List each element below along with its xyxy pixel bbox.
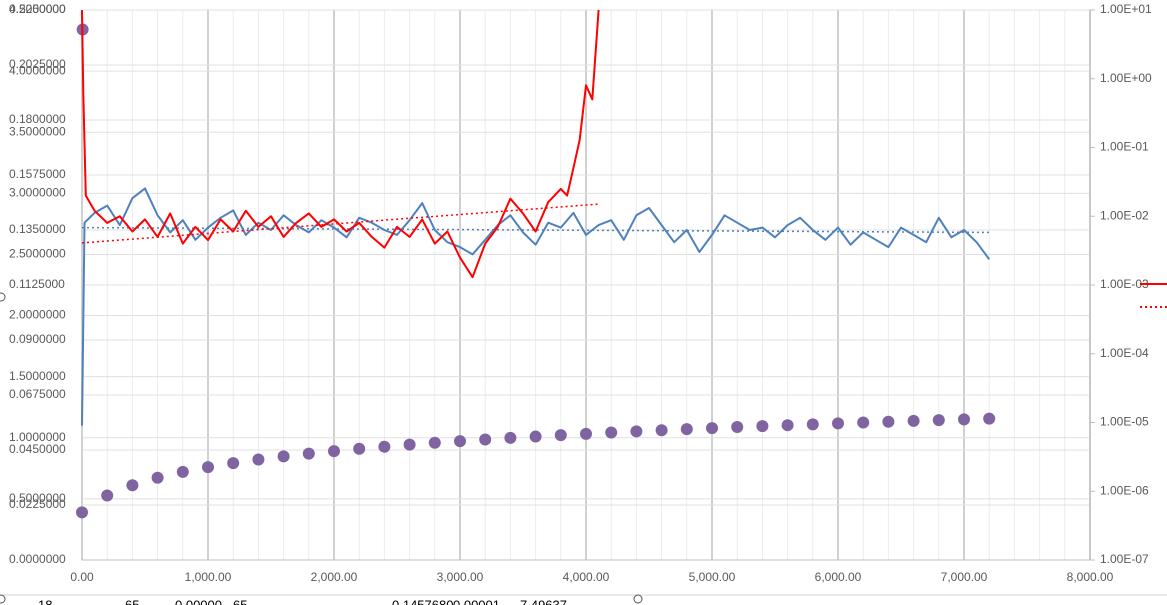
y-tick-label: 4.0000000 [9, 63, 66, 77]
marker [252, 453, 265, 466]
y2-tick-label: 1.00E-03 [1100, 277, 1149, 291]
marker [328, 445, 340, 458]
sheet-cell: 18 [38, 597, 52, 605]
marker [932, 414, 945, 427]
marker [353, 442, 366, 455]
y2-tick-label: 1.00E-07 [1100, 552, 1149, 566]
marker [655, 424, 668, 437]
y-tick-label: 0.5000000 [9, 491, 66, 505]
sheet-cell: 7.49637 [520, 597, 567, 605]
marker [907, 414, 920, 427]
marker [403, 438, 416, 451]
y-tick-label: 4.5000000 [9, 2, 66, 16]
marker [882, 415, 895, 428]
y2-tick-label: 1.00E+01 [1100, 2, 1152, 16]
y2-tick-label: 1.00E-04 [1100, 346, 1149, 360]
marker [378, 440, 391, 453]
y-tick-label: 0.1350000 [9, 222, 66, 236]
marker [806, 418, 819, 431]
y-tick-label: 0.1125000 [9, 277, 65, 291]
y-tick-label: 0.1800000 [9, 112, 66, 126]
y-tick-label: 0.0675000 [9, 387, 66, 401]
marker [958, 413, 970, 426]
y-tick-label: 2.5000000 [9, 247, 66, 261]
marker [277, 450, 290, 463]
marker [983, 412, 996, 425]
y-tick-label: 0.0000000 [9, 552, 66, 566]
marker [731, 421, 744, 434]
x-tick-label: 6,000.00 [815, 570, 862, 584]
y-tick-label: 0.2250000 [9, 2, 66, 16]
marker [428, 436, 441, 449]
marker [76, 506, 88, 519]
y2-tick-label: 1.00E+00 [1100, 71, 1152, 85]
y-tick-label: 3.0000000 [9, 186, 66, 200]
marker [176, 465, 189, 478]
y-tick-label: 1.0000000 [9, 430, 66, 444]
marker [706, 422, 718, 435]
y-tick-label: 2.0000000 [9, 308, 66, 322]
sheet-cell: 0.00000 [175, 597, 222, 605]
sheet-cell: 0.00001 [453, 597, 500, 605]
sheet-cell: 65 [125, 597, 139, 605]
y-tick-label: 0.0225000 [9, 497, 66, 511]
x-tick-label: 1,000.00 [185, 570, 232, 584]
marker [504, 431, 517, 444]
y-tick-label: 0.1575000 [9, 167, 66, 181]
x-tick-label: 0.00 [70, 570, 94, 584]
marker [630, 425, 643, 438]
marker [605, 426, 618, 439]
y-tick-label: 3.5000000 [9, 124, 66, 138]
marker [832, 417, 844, 430]
marker [202, 461, 214, 474]
y-tick-label: 1.5000000 [9, 369, 66, 383]
x-tick-label: 4,000.00 [563, 570, 610, 584]
marker [680, 423, 693, 436]
x-tick-label: 8,000.00 [1067, 570, 1114, 584]
x-tick-label: 7,000.00 [941, 570, 988, 584]
marker [227, 457, 240, 470]
series-line [81, 187, 991, 426]
y-tick-label: 0.0450000 [9, 442, 66, 456]
y-tick-label: 0.2025000 [9, 57, 66, 71]
labels: 0.00 1,000.00 2,000.00 3,000.00 4,000.00 5,00… [9, 2, 1152, 584]
y2-tick-label: 1.00E-05 [1100, 415, 1149, 429]
marker [857, 416, 870, 429]
y2-tick-label: 1.00E-06 [1100, 483, 1149, 497]
marker [151, 471, 164, 484]
marker [580, 427, 592, 440]
sheet-cell: 0.1457680 [392, 597, 453, 605]
marker [101, 489, 114, 502]
y2-tick-label: 1.00E-01 [1100, 140, 1149, 154]
trend-line [81, 203, 599, 244]
marker [554, 429, 567, 442]
marker [479, 433, 492, 446]
series-line [81, 9, 600, 279]
resize-handle[interactable] [633, 594, 643, 604]
resize-handle[interactable] [0, 594, 6, 604]
x-tick-label: 5,000.00 [689, 570, 736, 584]
marker [781, 419, 794, 432]
marks [76, 9, 996, 519]
x-tick-label: 2,000.00 [311, 570, 358, 584]
marker [756, 420, 769, 433]
sheet-cell: 65 [233, 597, 247, 605]
grid [81, 9, 1095, 561]
trend-line [81, 226, 990, 234]
marker [454, 435, 466, 448]
y-tick-label: 0.0900000 [9, 332, 66, 346]
marker [529, 430, 542, 443]
resize-handle[interactable] [0, 292, 6, 302]
marker [302, 447, 315, 460]
y2-tick-label: 1.00E-02 [1100, 208, 1149, 222]
marker [126, 479, 139, 492]
x-tick-label: 3,000.00 [437, 570, 484, 584]
